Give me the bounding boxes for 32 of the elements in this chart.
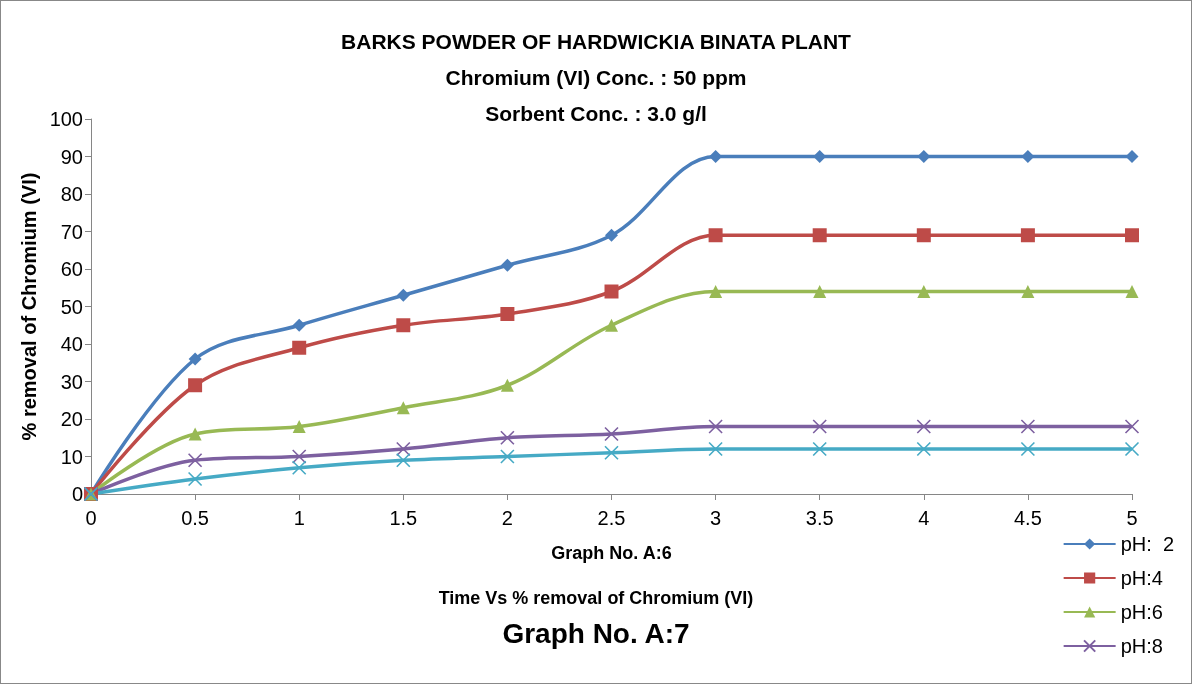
y-tick-label: 0: [71, 483, 83, 505]
y-tick-label: 10: [60, 445, 83, 468]
x-tick-label: 5: [1126, 507, 1138, 529]
x-tick-label: 2.5: [597, 507, 626, 529]
x-tick-label: 4.5: [1013, 507, 1042, 529]
y-tick-label: 20: [60, 408, 83, 430]
x-tick-label: 4: [918, 507, 930, 529]
x-tick-label: 1: [293, 507, 305, 529]
legend-label: pH:4: [1120, 567, 1163, 589]
y-tick-label: 30: [60, 370, 83, 393]
y-tick-label: 100: [49, 108, 83, 130]
chart-subtitle: Chromium (VI) Conc. : 50 ppm Sorbent Conc. : 3.0 g/l: [445, 66, 747, 125]
x-tick-label: 3.5: [805, 507, 834, 529]
x-tick-label: 2: [501, 507, 513, 529]
legend-label: pH: 2: [1120, 533, 1174, 555]
y-tick-label: 90: [60, 145, 83, 168]
legend-label: pH:6: [1120, 601, 1163, 623]
y-tick-label: 80: [60, 183, 83, 205]
x-tick-label: 1.5: [389, 507, 418, 529]
y-tick-label: 60: [60, 258, 83, 280]
x-tick-label: 0: [85, 507, 97, 529]
text: Graph No. A:7: [502, 617, 690, 649]
chart-title: BARKS POWDER OF HARDWICKIA BINATA PLANT: [341, 30, 852, 53]
legend-label: pH:8: [1120, 635, 1163, 657]
y-tick-label: 50: [60, 295, 83, 318]
x-tick-label: 3: [710, 507, 722, 529]
y-axis-title: % removal of Chromium (VI): [17, 172, 40, 441]
y-tick-label: 70: [60, 220, 83, 243]
text: Time Vs % removal of Chromium (VI): [438, 588, 754, 608]
x-axis-title: Graph No. A:6: [551, 543, 672, 563]
x-tick-label: 0.5: [181, 507, 210, 529]
y-tick-label: 40: [60, 333, 83, 355]
